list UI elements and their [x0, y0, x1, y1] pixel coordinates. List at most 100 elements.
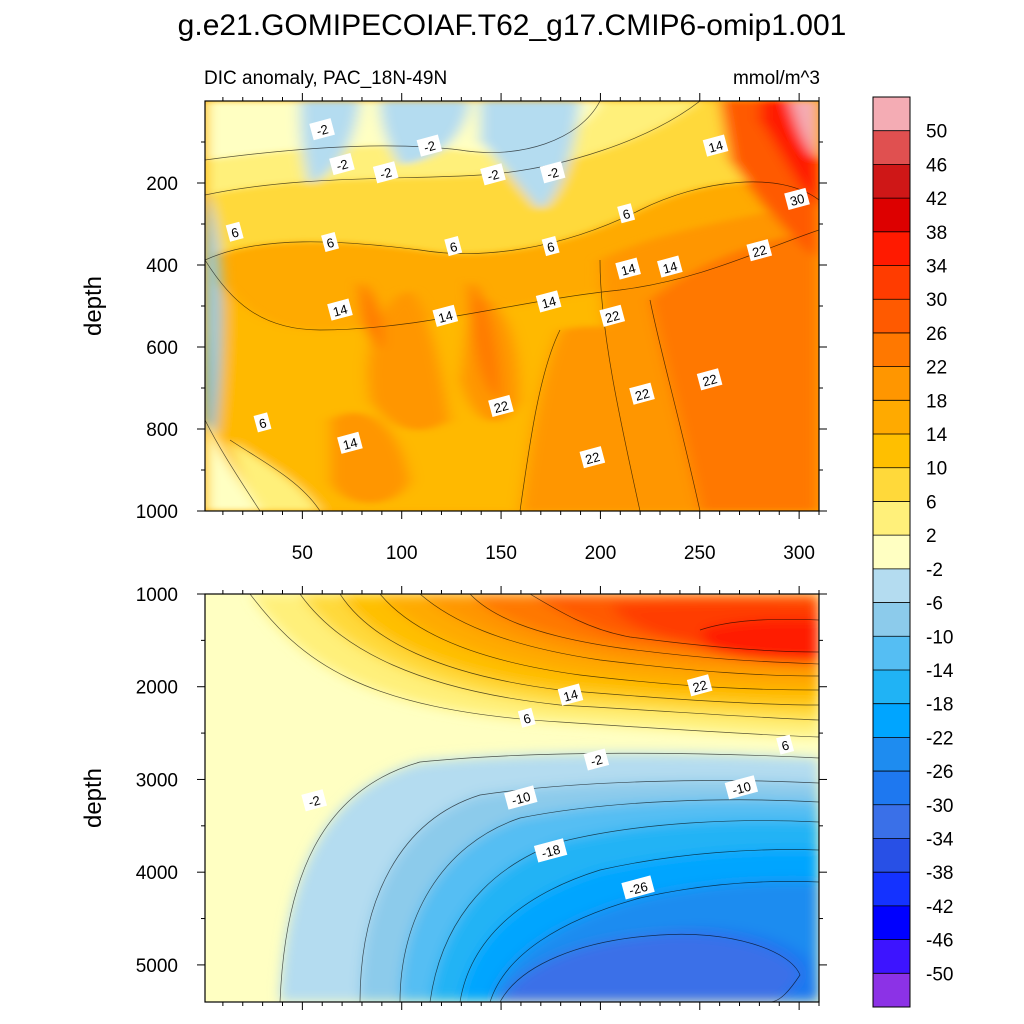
colorbar-swatch: [873, 669, 910, 705]
upper-ylabel: depth: [80, 276, 107, 336]
colorbar-swatch: [873, 366, 910, 401]
ytick-label-1000: 1000: [136, 502, 178, 523]
colorbar-label: 10: [926, 459, 947, 480]
upper-contour-label: 22: [629, 382, 655, 405]
colorbar-label: 42: [926, 189, 947, 210]
lower-contour-label: -2: [583, 748, 610, 771]
lower-contour-label: -18: [533, 838, 568, 863]
lower-contour-label-text: 14: [562, 686, 580, 704]
ytick-label-400: 400: [146, 256, 178, 277]
upper-contour-label: 14: [702, 134, 729, 157]
colorbar-label: -46: [926, 931, 953, 952]
colorbar-swatch: [873, 400, 910, 435]
ytick-label-600: 600: [146, 338, 178, 359]
colorbar: 50 46 42 38 34 30 26 22 18 14 10 6 2 -2 -6 -10 -14 -18 -22…: [872, 96, 954, 1008]
lower-contour-label: 6: [517, 707, 536, 728]
upper-contour-label: 6: [617, 203, 636, 224]
upper-subtitle: DIC anomaly, PAC_18N-49N: [204, 68, 447, 89]
upper-contour-label: 6: [253, 412, 272, 433]
colorbar-swatch: [873, 602, 910, 637]
xtick-label-50: 50: [292, 543, 313, 564]
upper-contour-label-text: 22: [751, 242, 769, 260]
ytick-label-1000-lower: 1000: [136, 585, 178, 606]
lower-contour-labels: 14 22 6 6 -2 -2 -10 -10 -18 -26: [301, 674, 795, 900]
colorbar-label: 30: [926, 290, 947, 311]
upper-contour-label-text: -2: [315, 121, 330, 138]
upper-contour-label-text: 6: [325, 235, 336, 251]
upper-contour-label: 6: [225, 221, 244, 242]
lower-contour-field: [205, 594, 819, 1002]
colorbar-swatch: [873, 434, 910, 469]
colorbar-label: -6: [926, 594, 943, 615]
upper-contour-label: 22: [696, 368, 723, 391]
colorbar-swatch: [873, 198, 910, 233]
colorbar-swatch: [873, 568, 910, 604]
colorbar-swatch: [873, 636, 910, 671]
upper-contour-label: 14: [327, 298, 353, 321]
upper-contour-label-text: 22: [584, 449, 602, 467]
upper-ytick-labels: 200 400 600 800 1000: [136, 174, 178, 523]
lower-contour-label: -10: [724, 775, 759, 800]
xtick-label-300: 300: [783, 543, 815, 564]
colorbar-label: -42: [926, 897, 953, 918]
upper-contour-label-text: 14: [707, 137, 725, 155]
lower-contour-label-text: -10: [510, 789, 532, 808]
upper-contour-label-text: -2: [545, 164, 560, 181]
colorbar-swatch: [873, 973, 910, 1008]
colorbar-label: -34: [926, 829, 954, 850]
upper-contour-label: -2: [539, 161, 566, 184]
lower-contour-label: 6: [776, 734, 795, 755]
colorbar-label: -50: [926, 964, 953, 985]
xtick-label-150: 150: [485, 543, 517, 564]
colorbar-label: 38: [926, 223, 947, 244]
lower-contour-label: -2: [301, 789, 327, 812]
upper-contour-label: 30: [784, 187, 810, 210]
ytick-label-4000: 4000: [136, 863, 178, 884]
figure-title: g.e21.GOMIPECOIAF.T62_g17.CMIP6-omip1.00…: [178, 9, 847, 42]
colorbar-label: 14: [926, 425, 948, 446]
upper-contour-label-text: 14: [540, 293, 558, 311]
lower-ylabel: depth: [80, 768, 107, 828]
colorbar-label: -18: [926, 695, 953, 716]
upper-contour-label: 22: [488, 394, 514, 418]
upper-contour-label: 14: [432, 304, 459, 327]
upper-contour-label-text: -2: [486, 167, 501, 184]
colorbar-label: -22: [926, 728, 953, 749]
upper-contour-label-text: 6: [257, 415, 268, 431]
colorbar-label: 26: [926, 324, 947, 345]
upper-contour-label: -2: [372, 161, 399, 184]
upper-contour-label-text: 22: [492, 398, 510, 416]
colorbar-swatch: [873, 332, 910, 368]
upper-contour-label-text: 6: [448, 239, 459, 255]
colorbar-swatch: [873, 905, 910, 941]
upper-contour-label-text: 6: [230, 225, 241, 241]
colorbar-label: -38: [926, 863, 953, 884]
units-label: mmol/m^3: [733, 68, 820, 89]
upper-contour-label: 6: [541, 236, 560, 257]
colorbar-swatch: [873, 737, 910, 772]
upper-contour-label-text: 6: [621, 206, 632, 222]
upper-contour-label: 14: [535, 290, 562, 313]
colorbar-label: -14: [926, 661, 954, 682]
upper-contour-label: 14: [657, 255, 683, 278]
upper-contour-field: [205, 101, 819, 511]
ytick-label-800: 800: [146, 420, 178, 441]
colorbar-swatch: [873, 299, 910, 334]
lower-contour-label: 22: [686, 674, 713, 697]
xtick-label-200: 200: [585, 543, 617, 564]
lower-contour-label-text: 22: [691, 677, 709, 695]
colorbar-swatch: [873, 501, 910, 536]
upper-contour-label-text: 22: [604, 308, 622, 326]
upper-contour-label-text: 6: [545, 239, 556, 255]
upper-contour-label: 14: [337, 431, 363, 454]
colorbar-label: 6: [926, 492, 937, 513]
colorbar-swatch: [873, 838, 910, 873]
lower-contour-label: -10: [504, 785, 538, 810]
ytick-label-3000: 3000: [136, 770, 178, 791]
upper-contour-label-text: 30: [788, 191, 806, 209]
xtick-label-250: 250: [684, 543, 716, 564]
upper-contour-label: 6: [321, 231, 340, 252]
upper-contour-label: -2: [309, 118, 335, 141]
colorbar-swatch: [873, 939, 910, 974]
